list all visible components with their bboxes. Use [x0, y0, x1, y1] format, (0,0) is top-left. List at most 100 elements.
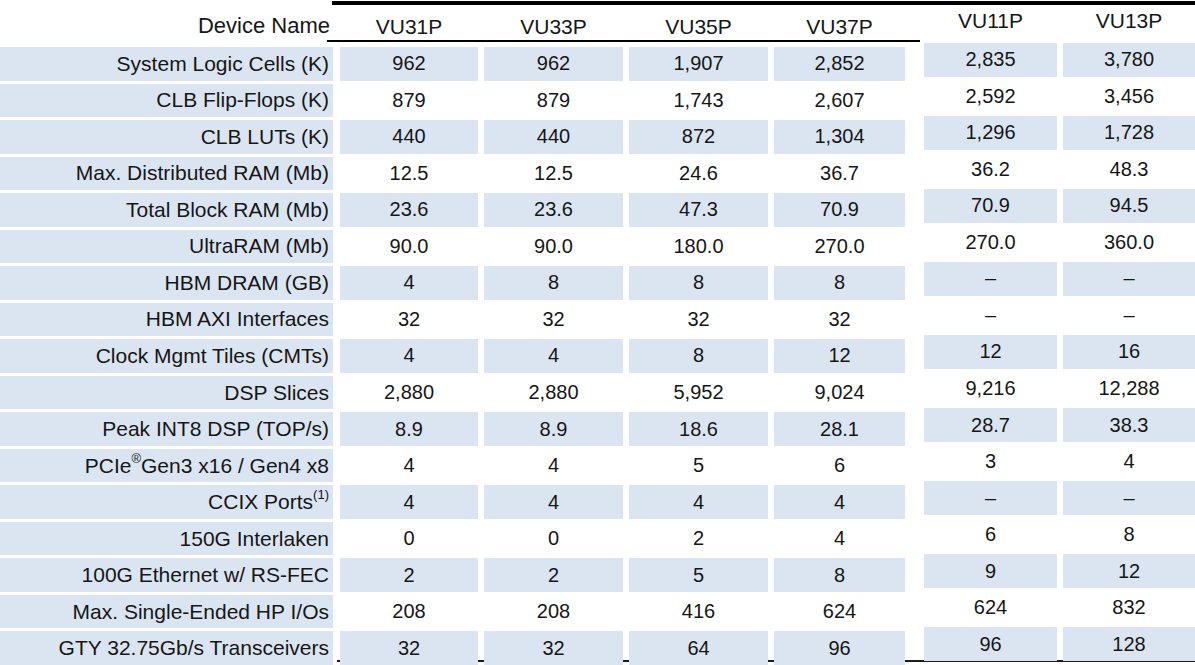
data-cell: 8	[484, 266, 623, 300]
data-cell: 32	[484, 631, 623, 665]
data-cell: 879	[484, 84, 623, 118]
data-cell: 4	[340, 449, 478, 483]
data-cell: 2,835	[924, 43, 1057, 77]
data-cell: 3,456	[1063, 80, 1195, 114]
data-cell: 32	[484, 303, 623, 337]
row-label-text: Total Block RAM (Mb)	[126, 198, 329, 222]
data-cell: 208	[484, 595, 623, 629]
data-cell: 4	[340, 266, 478, 300]
column-header-vu13p: VU13P	[1063, 8, 1195, 34]
data-cell: 270.0	[924, 226, 1057, 260]
data-cell: 32	[340, 631, 478, 665]
data-cell: 180.0	[629, 230, 768, 264]
row-label-text: HBM AXI Interfaces	[146, 307, 329, 331]
row-label-text: UltraRAM (Mb)	[189, 234, 329, 258]
data-cell: 270.0	[774, 230, 905, 264]
row-label-text: CLB Flip-Flops (K)	[156, 88, 329, 112]
data-cell: 16	[1063, 335, 1195, 369]
data-cell: 4	[484, 485, 623, 519]
data-cell: 12	[1063, 554, 1195, 588]
data-cell: 4	[484, 449, 623, 483]
row-label: CLB Flip-Flops (K)	[0, 84, 333, 118]
row-label-text: CCIX Ports	[208, 490, 313, 514]
data-cell: 832	[1063, 591, 1195, 625]
column-header-vu31p: VU31P	[340, 14, 478, 40]
data-cell: 1,304	[774, 120, 905, 154]
row-label-text: 100G Ethernet w/ RS-FEC	[82, 563, 329, 587]
data-cell: 5	[629, 449, 768, 483]
data-cell: 8.9	[340, 412, 478, 446]
data-cell: 12,288	[1063, 372, 1195, 406]
data-cell: 18.6	[629, 412, 768, 446]
data-cell: 6	[774, 449, 905, 483]
data-cell: 8	[1063, 518, 1195, 552]
data-cell: 28.7	[924, 408, 1057, 442]
data-cell: –	[1063, 299, 1195, 333]
row-label-text: GTY 32.75Gb/s Transceivers	[59, 636, 329, 660]
row-label: Max. Single-Ended HP I/Os	[0, 595, 333, 629]
data-cell: 8	[629, 339, 768, 373]
data-cell: 9,216	[924, 372, 1057, 406]
data-cell: 1,296	[924, 116, 1057, 150]
data-cell: 48.3	[1063, 153, 1195, 187]
data-cell: 4	[629, 485, 768, 519]
row-label-text: System Logic Cells (K)	[117, 52, 329, 76]
data-cell: 1,907	[629, 47, 768, 81]
data-cell: 2,592	[924, 80, 1057, 114]
data-cell: 1,743	[629, 84, 768, 118]
data-cell: 440	[484, 120, 623, 154]
row-label: UltraRAM (Mb)	[0, 230, 333, 264]
data-cell: 2	[484, 558, 623, 592]
data-cell: –	[924, 299, 1057, 333]
column-header-vu35p: VU35P	[629, 14, 768, 40]
column-header-vu33p: VU33P	[484, 14, 623, 40]
row-label: Peak INT8 DSP (TOP/s)	[0, 412, 333, 446]
data-cell: 208	[340, 595, 478, 629]
row-label-text: HBM DRAM (GB)	[165, 271, 330, 295]
data-cell: 28.1	[774, 412, 905, 446]
row-label-text: Clock Mgmt Tiles (CMTs)	[96, 344, 329, 368]
data-cell: 8	[774, 266, 905, 300]
row-label: Max. Distributed RAM (Mb)	[0, 157, 333, 191]
row-label: CCIX Ports(1)	[0, 485, 333, 519]
data-cell: 624	[924, 591, 1057, 625]
data-cell: 36.7	[774, 157, 905, 191]
row-label-text: DSP Slices	[224, 381, 329, 405]
row-label-text: CLB LUTs (K)	[201, 125, 329, 149]
row-label: PCIe® Gen3 x16 / Gen4 x8	[0, 449, 333, 483]
data-cell: 4	[340, 485, 478, 519]
row-label-text: PCIe	[85, 454, 132, 478]
row-label: HBM DRAM (GB)	[0, 266, 333, 300]
data-cell: 879	[340, 84, 478, 118]
column-header-vu37p: VU37P	[774, 14, 905, 40]
data-cell: 2,607	[774, 84, 905, 118]
data-cell: 96	[924, 627, 1057, 661]
data-cell: –	[924, 262, 1057, 296]
row-label: Clock Mgmt Tiles (CMTs)	[0, 339, 333, 373]
data-cell: 5	[629, 558, 768, 592]
row-label: 150G Interlaken	[0, 522, 333, 556]
data-cell: 9	[924, 554, 1057, 588]
row-label-text: Max. Distributed RAM (Mb)	[76, 161, 329, 185]
row-label-text: Gen3 x16 / Gen4 x8	[141, 454, 329, 478]
data-cell: 6	[924, 518, 1057, 552]
data-cell: –	[1063, 262, 1195, 296]
top-rule	[332, 1, 1195, 5]
data-cell: 4	[484, 339, 623, 373]
data-cell: 32	[340, 303, 478, 337]
data-cell: 64	[629, 631, 768, 665]
data-cell: –	[924, 481, 1057, 515]
data-cell: 2	[340, 558, 478, 592]
row-label: System Logic Cells (K)	[0, 47, 333, 81]
data-cell: 440	[340, 120, 478, 154]
data-cell: 360.0	[1063, 226, 1195, 260]
data-cell: 2,852	[774, 47, 905, 81]
data-cell: 1,728	[1063, 116, 1195, 150]
column-header-vu11p: VU11P	[924, 8, 1057, 34]
row-label: CLB LUTs (K)	[0, 120, 333, 154]
data-cell: 24.6	[629, 157, 768, 191]
corner-header-label: Device Name	[198, 13, 330, 39]
data-cell: 70.9	[924, 189, 1057, 223]
row-label-text: Max. Single-Ended HP I/Os	[73, 600, 329, 624]
data-cell: 3,780	[1063, 43, 1195, 77]
